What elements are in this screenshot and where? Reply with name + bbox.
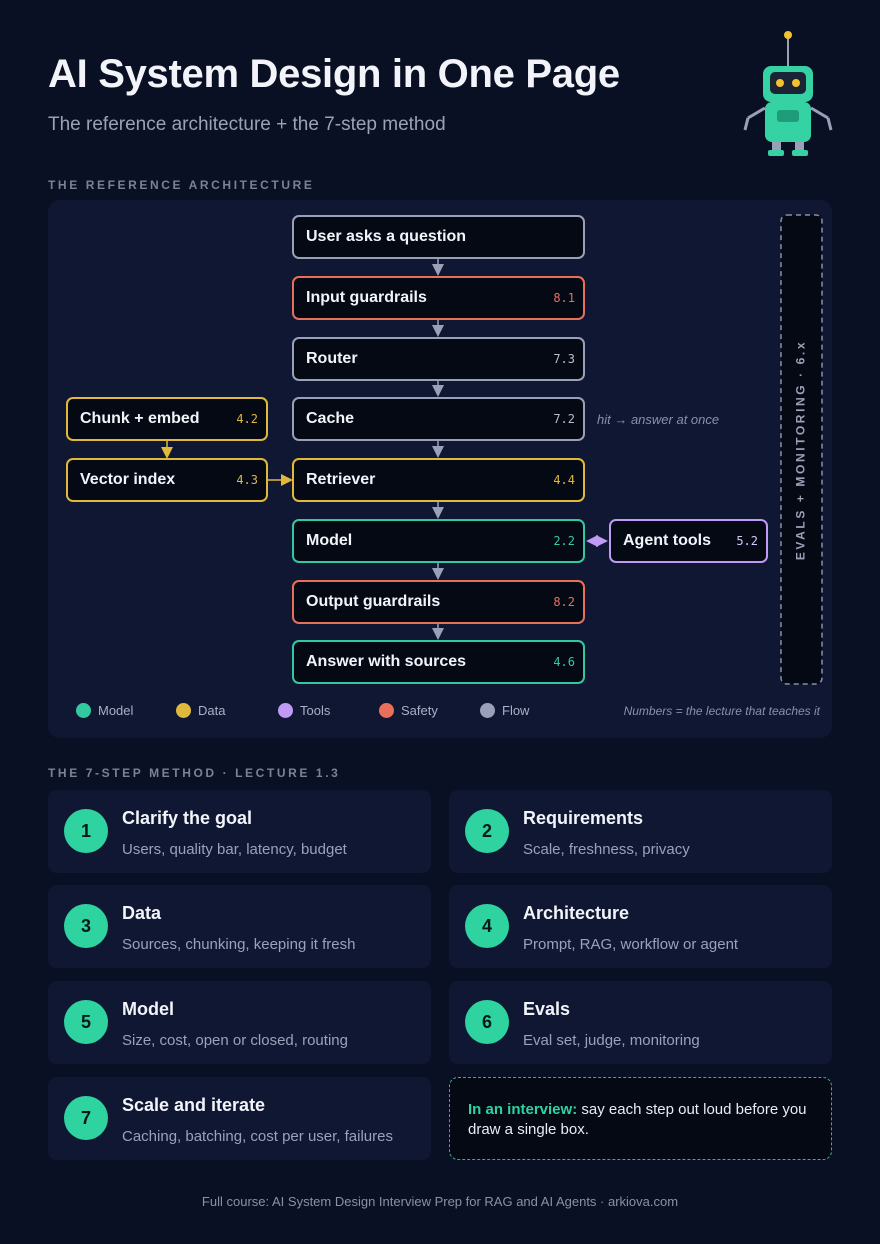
architecture-connectors: EVALS + MONITORING · 6.x [161, 214, 823, 685]
architecture-node: Chunk + embed 4.2 [66, 397, 268, 441]
interview-tip: In an interview: say each step out loud … [449, 1077, 832, 1160]
step-number: 4 [465, 904, 509, 948]
step-description: Eval set, judge, monitoring [523, 1032, 700, 1049]
legend-swatch [379, 703, 394, 718]
legend-label: Model [98, 703, 134, 718]
node-lecture: 2.2 [553, 534, 575, 548]
node-lecture: 7.2 [553, 412, 575, 426]
step-description: Caching, batching, cost per user, failur… [122, 1128, 393, 1145]
node-lecture: 4.2 [236, 412, 258, 426]
node-label: Vector index [80, 471, 176, 488]
step-card: 4 Architecture Prompt, RAG, workflow or ag… [449, 885, 832, 968]
step-description: Size, cost, open or closed, routing [122, 1032, 348, 1049]
step-title: Architecture [523, 903, 630, 923]
step-title: Evals [523, 999, 571, 1019]
legend-swatch [76, 703, 91, 718]
legend-label: Tools [300, 703, 331, 718]
tip-lead: In an interview: [468, 1101, 578, 1118]
node-lecture: 5.2 [736, 534, 758, 548]
architecture-node: User asks a question [292, 215, 585, 259]
architecture-node: Agent tools 5.2 [609, 519, 768, 563]
architecture-node: Output guardrails 8.2 [292, 580, 585, 624]
step-card: 2 Requirements Scale, freshness, privacy [449, 790, 832, 873]
node-lecture: 4.6 [553, 655, 575, 669]
architecture-node: Answer with sources 4.6 [292, 640, 585, 684]
node-lecture: 4.4 [553, 473, 575, 487]
step-card: 3 Data Sources, chunking, keeping it fresh [48, 885, 431, 968]
architecture-node: Router 7.3 [292, 337, 585, 381]
architecture-node: Cache 7.2 [292, 397, 585, 441]
node-label: Model [306, 532, 353, 549]
node-label: Output guardrails [306, 593, 441, 610]
step-card: 6 Evals Eval set, judge, monitoring [449, 981, 832, 1064]
legend-label: Flow [502, 703, 530, 718]
legend-label: Safety [401, 703, 438, 718]
step-number: 1 [64, 809, 108, 853]
step-title: Clarify the goal [122, 808, 253, 828]
node-label: Chunk + embed [80, 410, 200, 427]
step-card: 7 Scale and iterate Caching, batching, cos… [48, 1077, 431, 1160]
step-number: 5 [64, 1000, 108, 1044]
step-title: Model [122, 999, 174, 1019]
legend-label: Data [198, 703, 226, 718]
legend-swatch [278, 703, 293, 718]
section-heading: THE 7-STEP METHOD · LECTURE 1.3 [48, 766, 341, 780]
cache-note: hit → answer at once [597, 412, 720, 427]
robot-illustration [743, 31, 833, 156]
node-label: Answer with sources [306, 653, 467, 670]
legend-swatch [176, 703, 191, 718]
node-label: Retriever [306, 471, 376, 488]
page-subtitle: The reference architecture + the 7-step … [48, 114, 446, 135]
step-description: Users, quality bar, latency, budget [122, 841, 347, 858]
step-number: 7 [64, 1096, 108, 1140]
side-rail-label: EVALS + MONITORING · 6.x [794, 340, 808, 560]
step-card: 1 Clarify the goal Users, quality bar, lat… [48, 790, 431, 873]
step-title: Requirements [523, 808, 644, 828]
step-card: 5 Model Size, cost, open or closed, routin… [48, 981, 431, 1064]
node-lecture: 4.3 [236, 473, 258, 487]
step-title: Scale and iterate [122, 1095, 266, 1115]
legend-swatch [480, 703, 495, 718]
architecture-node: Vector index 4.3 [66, 458, 268, 502]
node-label: Agent tools [623, 532, 711, 549]
page-title: AI System Design in One Page [48, 52, 620, 96]
step-description: Scale, freshness, privacy [523, 841, 690, 858]
step-number: 2 [465, 809, 509, 853]
step-description: Prompt, RAG, workflow or agent [523, 936, 739, 953]
step-number: 6 [465, 1000, 509, 1044]
legend-footnote: Numbers = the lecture that teaches it [623, 704, 820, 718]
node-label: User asks a question [306, 228, 467, 245]
footer: Full course: AI System Design Interview … [201, 1194, 679, 1209]
step-title: Data [122, 903, 162, 923]
node-lecture: 7.3 [553, 352, 575, 366]
architecture-node: Retriever 4.4 [292, 458, 585, 502]
node-lecture: 8.2 [553, 595, 575, 609]
section-heading: THE REFERENCE ARCHITECTURE [48, 178, 315, 192]
node-label: Input guardrails [306, 289, 427, 306]
node-label: Cache [306, 410, 355, 427]
tip-text: say each step out loud before you draw a… [468, 1101, 807, 1138]
step-description: Sources, chunking, keeping it fresh [122, 936, 356, 953]
architecture-node: Input guardrails 8.1 [292, 276, 585, 320]
node-lecture: 8.1 [553, 291, 575, 305]
architecture-node: Model 2.2 [292, 519, 585, 563]
step-number: 3 [64, 904, 108, 948]
node-label: Router [306, 350, 358, 367]
